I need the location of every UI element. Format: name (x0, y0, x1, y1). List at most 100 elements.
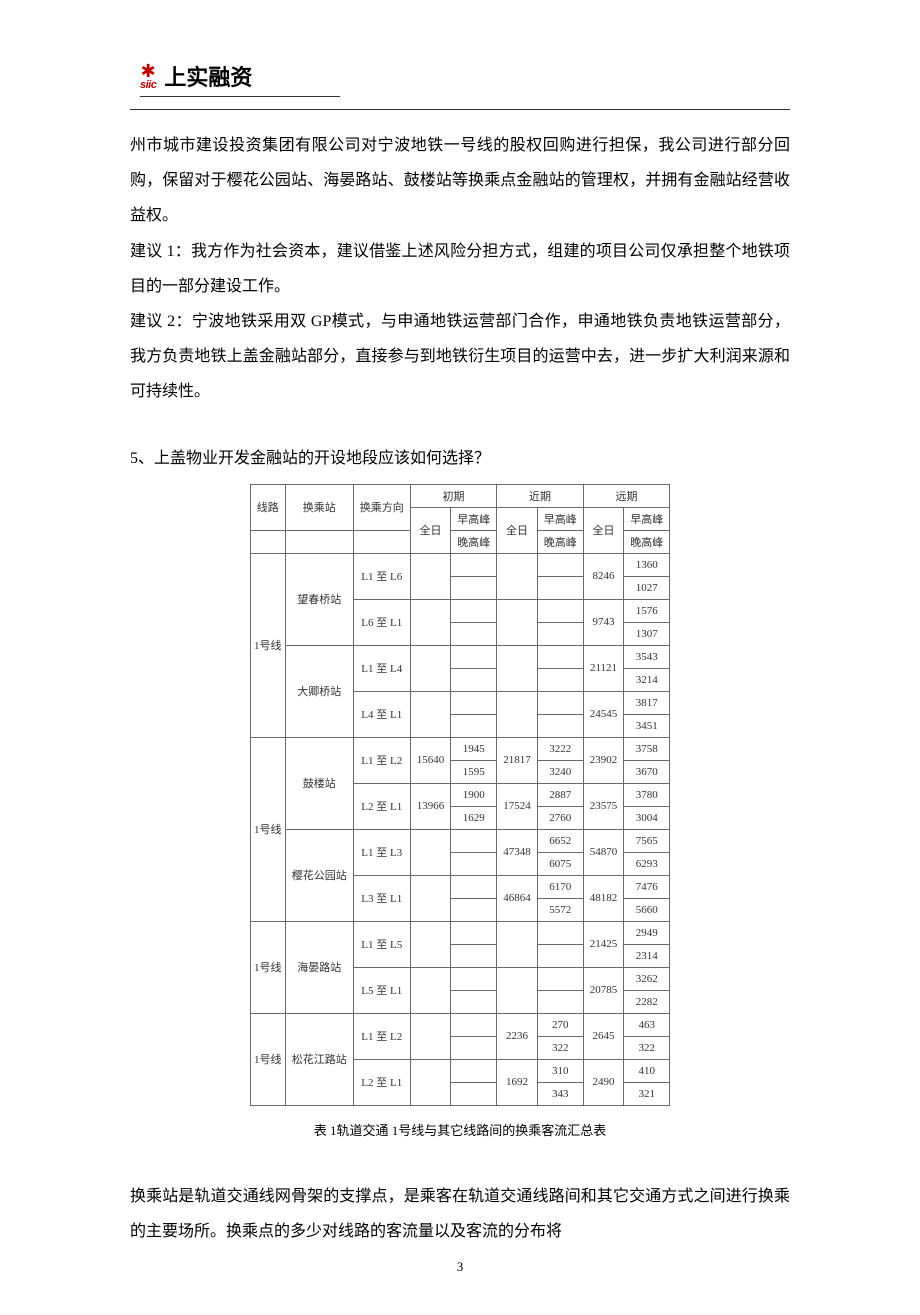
cell (537, 553, 583, 576)
col-early: 初期 (410, 484, 497, 507)
cell: 343 (537, 1082, 583, 1105)
cell (537, 921, 583, 944)
cell (537, 576, 583, 599)
col-mid: 近期 (497, 484, 584, 507)
cell: 6170 (537, 875, 583, 898)
cell: 6075 (537, 852, 583, 875)
cell: 463 (624, 1013, 670, 1036)
cell (451, 1036, 497, 1059)
cell-dir: L1 至 L4 (353, 645, 410, 691)
cell: 1595 (451, 760, 497, 783)
cell: 321 (624, 1082, 670, 1105)
cell: 1945 (451, 737, 497, 760)
cell (410, 599, 451, 645)
cell (451, 967, 497, 990)
cell: 15640 (410, 737, 451, 783)
para-2: 建议 1：我方作为社会资本，建议借鉴上述风险分担方式，组建的项目公司仅承担整个地… (130, 234, 790, 304)
cell (451, 829, 497, 852)
col-early-evening: 晚高峰 (451, 530, 497, 553)
cell (537, 967, 583, 990)
cell: 6293 (624, 852, 670, 875)
cell-station: 海晏路站 (285, 921, 353, 1013)
para-1: 州市城市建设投资集团有限公司对宁波地铁一号线的股权回购进行担保，我公司进行部分回… (130, 128, 790, 234)
col-early-allday: 全日 (410, 507, 451, 553)
cell (537, 691, 583, 714)
cell: 2949 (624, 921, 670, 944)
para-3: 建议 2：宁波地铁采用双 GP模式，与申通地铁运营部门合作，申通地铁负责地铁运营… (130, 304, 790, 410)
cell: 21425 (583, 921, 624, 967)
cell (451, 1082, 497, 1105)
cell: 1027 (624, 576, 670, 599)
cell: 3004 (624, 806, 670, 829)
cell (497, 921, 538, 967)
cell: 3758 (624, 737, 670, 760)
cell: 7476 (624, 875, 670, 898)
cell: 3240 (537, 760, 583, 783)
table-row: 樱花公园站 L1 至 L3 47348 6652 54870 7565 (250, 829, 670, 852)
cell-station: 望春桥站 (285, 553, 353, 645)
cell (410, 645, 451, 691)
cell-route: 1号线 (250, 1013, 285, 1105)
col-far: 远期 (583, 484, 670, 507)
cell (451, 944, 497, 967)
cell-dir: L2 至 L1 (353, 783, 410, 829)
cell (497, 691, 538, 737)
cell-dir: L1 至 L3 (353, 829, 410, 875)
cell (410, 967, 451, 1013)
cell (537, 645, 583, 668)
cell: 3780 (624, 783, 670, 806)
cell: 5572 (537, 898, 583, 921)
cell-dir: L4 至 L1 (353, 691, 410, 737)
col-mid-morning: 早高峰 (537, 507, 583, 530)
cell (451, 622, 497, 645)
cell: 8246 (583, 553, 624, 599)
page-number: 3 (130, 1259, 790, 1275)
cell (451, 714, 497, 737)
cell-dir: L2 至 L1 (353, 1059, 410, 1105)
table-row: 1号线 海晏路站 L1 至 L5 21425 2949 (250, 921, 670, 944)
cell-dir: L6 至 L1 (353, 599, 410, 645)
table-row: 1号线 望春桥站 L1 至 L6 8246 1360 (250, 553, 670, 576)
col-mid-allday: 全日 (497, 507, 538, 553)
cell: 3817 (624, 691, 670, 714)
cell (410, 1059, 451, 1105)
col-mid-evening: 晚高峰 (537, 530, 583, 553)
blank-route (250, 530, 285, 553)
table-row: 1号线 鼓楼站 L1 至 L2 15640 1945 21817 3222 23… (250, 737, 670, 760)
table-header-row-1: 线路 换乘站 换乘方向 初期 近期 远期 (250, 484, 670, 507)
col-far-allday: 全日 (583, 507, 624, 553)
cell (537, 944, 583, 967)
table-container: 线路 换乘站 换乘方向 初期 近期 远期 全日 早高峰 全日 早高峰 全日 早高… (130, 484, 790, 1106)
cell: 21817 (497, 737, 538, 783)
cell: 322 (537, 1036, 583, 1059)
cell (537, 668, 583, 691)
cell: 48182 (583, 875, 624, 921)
table-row: 1号线 松花江路站 L1 至 L2 2236 270 2645 463 (250, 1013, 670, 1036)
cell (537, 622, 583, 645)
cell: 23902 (583, 737, 624, 783)
cell-dir: L1 至 L2 (353, 737, 410, 783)
cell: 1576 (624, 599, 670, 622)
cell (410, 829, 451, 875)
cell (410, 553, 451, 599)
cell: 21121 (583, 645, 624, 691)
cell (410, 921, 451, 967)
blank-direction (353, 530, 410, 553)
cell: 2645 (583, 1013, 624, 1059)
cell (497, 599, 538, 645)
logo-mark: ✱ siic (140, 62, 156, 91)
cell: 322 (624, 1036, 670, 1059)
cell: 1629 (451, 806, 497, 829)
logo-icon: ✱ (141, 62, 156, 80)
cell (451, 691, 497, 714)
cell: 17524 (497, 783, 538, 829)
col-direction: 换乘方向 (353, 484, 410, 530)
cell-route: 1号线 (250, 921, 285, 1013)
cell (451, 875, 497, 898)
table-row: 大卿桥站 L1 至 L4 21121 3543 (250, 645, 670, 668)
cell (451, 852, 497, 875)
cell (451, 553, 497, 576)
cell: 2236 (497, 1013, 538, 1059)
cell: 1360 (624, 553, 670, 576)
cell: 310 (537, 1059, 583, 1082)
